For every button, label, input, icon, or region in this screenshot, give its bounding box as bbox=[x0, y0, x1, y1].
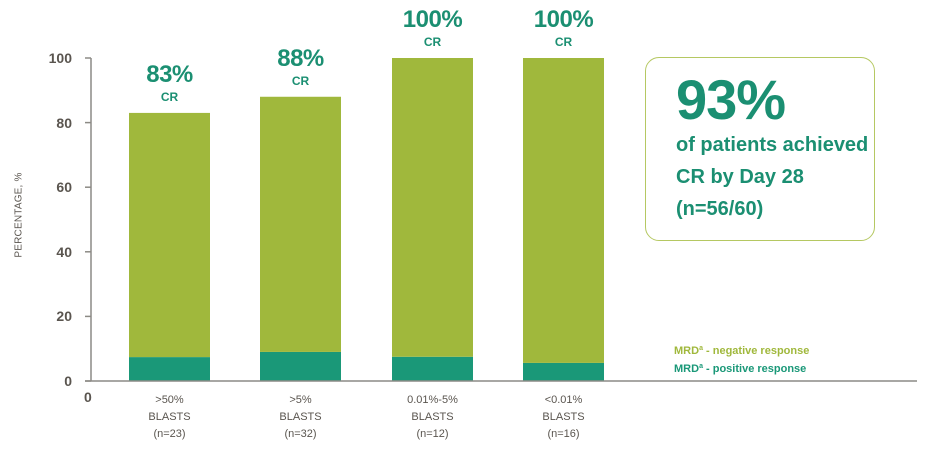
callout-line-2: CR by Day 28 bbox=[676, 166, 804, 188]
x-category-label-line: BLASTS bbox=[411, 411, 454, 423]
legend-item-mrd-negative: MRDa - negative response bbox=[674, 342, 809, 358]
legend-label: MRD bbox=[674, 363, 700, 375]
bar-value-label: 83% bbox=[146, 60, 193, 88]
summary-callout: 93% of patients achieved CR by Day 28 (n… bbox=[645, 57, 875, 241]
bar-segment-mrd-negative bbox=[260, 96, 341, 352]
x-origin-label: 0 bbox=[84, 389, 92, 405]
x-category-label-line: BLASTS bbox=[279, 411, 322, 423]
legend-item-mrd-positive: MRDa - positive response bbox=[674, 360, 806, 376]
x-category-label-line: <0.01% bbox=[544, 394, 583, 406]
x-category-label: 0.01%-5% BLASTS (n=12) bbox=[373, 392, 493, 443]
callout-line-3: (n=56/60) bbox=[676, 198, 764, 220]
bar-value-label: 100% bbox=[533, 6, 594, 33]
legend-suffix: - negative response bbox=[702, 345, 810, 357]
bar-value-label: 88% bbox=[277, 44, 324, 72]
bar-segment-mrd-positive bbox=[523, 362, 604, 381]
bar-cr-label: CR bbox=[291, 73, 310, 88]
callout-line-1: of patients achieved bbox=[676, 134, 869, 156]
bar-segment-mrd-positive bbox=[260, 351, 341, 381]
bar-cr-label: CR bbox=[423, 35, 442, 49]
x-category-label-line: >50% bbox=[155, 394, 184, 406]
bar-segment-mrd-negative bbox=[523, 58, 604, 363]
legend-label: MRD bbox=[674, 345, 700, 357]
bar-segment-mrd-negative bbox=[129, 112, 210, 358]
legend-suffix: - positive response bbox=[702, 363, 807, 375]
bar-cr-label: CR bbox=[160, 89, 179, 104]
callout-value: 93% bbox=[676, 68, 786, 131]
x-category-label: <0.01% BLASTS (n=16) bbox=[504, 392, 624, 443]
x-category-label-line: (n=12) bbox=[416, 428, 449, 440]
y-tick-label: 0 bbox=[64, 373, 72, 389]
x-category-label: >5% BLASTS (n=32) bbox=[241, 392, 361, 443]
x-category-label-line: 0.01%-5% bbox=[407, 394, 458, 406]
bar-segment-mrd-positive bbox=[392, 356, 473, 381]
x-category-label-line: BLASTS bbox=[148, 411, 191, 423]
y-axis-title: PERCENTAGE, % bbox=[13, 172, 25, 258]
x-category-label-line: BLASTS bbox=[542, 411, 585, 423]
y-tick-label: 20 bbox=[56, 308, 72, 325]
x-category-label: >50% BLASTS (n=23) bbox=[110, 392, 230, 443]
bar-segment-mrd-positive bbox=[129, 357, 210, 381]
x-category-label-line: (n=16) bbox=[547, 428, 580, 440]
x-category-label-line: >5% bbox=[289, 394, 312, 406]
y-tick-label: 100 bbox=[48, 50, 72, 66]
y-tick-label: 40 bbox=[56, 243, 72, 260]
x-category-label-line: (n=23) bbox=[153, 428, 186, 440]
y-tick-label: 80 bbox=[56, 114, 72, 131]
y-tick-label: 60 bbox=[56, 179, 72, 196]
legend-footnote: a bbox=[699, 363, 703, 370]
legend-footnote: a bbox=[699, 345, 703, 352]
bar-value-label: 100% bbox=[402, 6, 463, 33]
bar-cr-label: CR bbox=[554, 35, 573, 49]
x-category-label-line: (n=32) bbox=[284, 428, 317, 440]
bar-segment-mrd-negative bbox=[392, 58, 473, 357]
